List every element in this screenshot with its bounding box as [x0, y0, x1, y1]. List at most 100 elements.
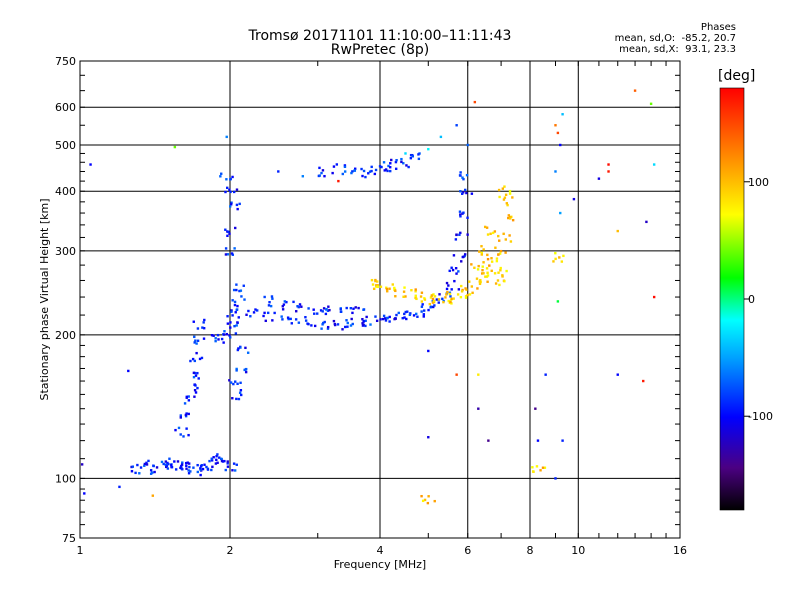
data-point	[242, 284, 245, 287]
data-point	[383, 169, 386, 172]
data-point	[404, 310, 407, 314]
data-point	[376, 280, 379, 283]
data-point	[554, 124, 557, 127]
data-point	[224, 190, 227, 194]
data-point	[455, 124, 458, 127]
data-point	[271, 297, 274, 300]
data-point	[455, 373, 458, 376]
data-point	[235, 367, 238, 371]
data-point	[375, 285, 378, 288]
data-point	[409, 312, 412, 315]
data-point	[83, 492, 86, 495]
data-point	[290, 322, 293, 325]
data-point	[323, 174, 326, 178]
data-point	[219, 175, 222, 178]
data-point	[460, 290, 464, 293]
data-point	[459, 295, 463, 299]
data-point	[236, 321, 239, 324]
y-tick-label: 200	[55, 329, 76, 342]
data-point	[234, 380, 237, 383]
data-point	[498, 283, 501, 287]
data-point	[460, 260, 463, 263]
data-point	[369, 323, 372, 326]
x-tick-label: 1	[77, 544, 84, 557]
data-point	[235, 203, 239, 207]
data-point	[231, 469, 234, 472]
data-point	[232, 382, 235, 386]
data-point	[489, 232, 492, 235]
data-point	[349, 307, 353, 310]
data-point	[420, 291, 424, 294]
data-point	[497, 234, 500, 238]
data-point	[480, 251, 484, 255]
chart-title: Tromsø 20171101 11:10:00–11:11:43	[248, 28, 512, 44]
data-point	[255, 309, 259, 312]
data-point	[323, 320, 326, 324]
data-point	[231, 175, 234, 179]
data-point	[341, 172, 344, 176]
data-point	[597, 177, 601, 180]
data-point	[238, 202, 241, 206]
data-point	[196, 327, 200, 330]
data-point	[554, 251, 557, 255]
data-point	[199, 467, 202, 470]
data-point	[429, 305, 433, 309]
data-point	[420, 300, 424, 303]
data-point	[382, 314, 386, 318]
data-point	[187, 395, 190, 398]
data-point	[470, 285, 474, 288]
data-point	[280, 315, 283, 318]
data-point	[130, 470, 134, 473]
data-point	[423, 298, 427, 301]
data-point	[350, 317, 353, 321]
data-point	[488, 264, 491, 267]
data-point	[362, 169, 366, 173]
data-point	[473, 266, 476, 269]
data-point	[346, 321, 349, 325]
data-point	[292, 300, 295, 304]
data-point	[235, 188, 239, 191]
phase-stats-title: Phases	[700, 22, 736, 33]
data-point	[184, 461, 188, 465]
data-point	[484, 275, 487, 278]
data-point	[607, 163, 610, 166]
data-point	[199, 465, 203, 468]
data-point	[179, 433, 182, 436]
data-point	[404, 152, 407, 155]
data-point	[206, 468, 210, 471]
data-point	[376, 285, 379, 289]
data-point	[196, 371, 199, 375]
data-point	[473, 100, 477, 104]
data-point	[295, 310, 298, 313]
data-point	[233, 247, 236, 250]
data-point	[450, 266, 453, 269]
data-point	[187, 399, 191, 402]
data-point	[226, 462, 229, 465]
data-point	[400, 160, 403, 164]
data-point	[466, 143, 469, 147]
data-point	[420, 494, 423, 498]
data-point	[196, 463, 199, 467]
data-point	[183, 402, 187, 405]
data-point	[224, 228, 227, 231]
data-point	[180, 464, 183, 468]
data-point	[193, 359, 197, 363]
data-point	[239, 389, 243, 392]
data-point	[394, 160, 398, 164]
data-point	[118, 485, 121, 489]
data-point	[324, 312, 328, 316]
data-point	[263, 295, 266, 299]
data-point	[228, 188, 231, 192]
data-point	[210, 457, 213, 460]
data-point	[185, 467, 188, 470]
data-point	[479, 278, 482, 282]
data-point	[343, 165, 347, 168]
data-point	[226, 322, 230, 325]
data-point	[438, 293, 441, 296]
data-point	[337, 179, 340, 183]
data-point	[286, 316, 290, 319]
data-point	[451, 268, 455, 272]
data-point	[226, 460, 229, 463]
data-point	[283, 300, 287, 303]
